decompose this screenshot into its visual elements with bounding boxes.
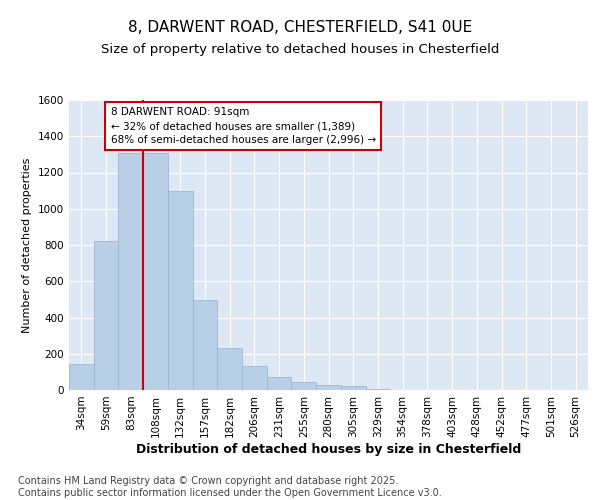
Bar — [341, 386, 365, 390]
Y-axis label: Number of detached properties: Number of detached properties — [22, 158, 32, 332]
Bar — [292, 382, 316, 390]
Text: 8 DARWENT ROAD: 91sqm
← 32% of detached houses are smaller (1,389)
68% of semi-d: 8 DARWENT ROAD: 91sqm ← 32% of detached … — [110, 108, 376, 146]
Bar — [267, 378, 292, 390]
Text: Size of property relative to detached houses in Chesterfield: Size of property relative to detached ho… — [101, 42, 499, 56]
X-axis label: Distribution of detached houses by size in Chesterfield: Distribution of detached houses by size … — [136, 442, 521, 456]
Bar — [69, 364, 94, 390]
Bar — [168, 190, 193, 390]
Bar — [242, 366, 267, 390]
Bar — [316, 384, 341, 390]
Bar — [143, 154, 168, 390]
Bar — [118, 154, 143, 390]
Bar — [193, 300, 217, 390]
Bar — [217, 348, 242, 390]
Text: 8, DARWENT ROAD, CHESTERFIELD, S41 0UE: 8, DARWENT ROAD, CHESTERFIELD, S41 0UE — [128, 20, 472, 35]
Bar — [94, 242, 118, 390]
Text: Contains HM Land Registry data © Crown copyright and database right 2025.
Contai: Contains HM Land Registry data © Crown c… — [18, 476, 442, 498]
